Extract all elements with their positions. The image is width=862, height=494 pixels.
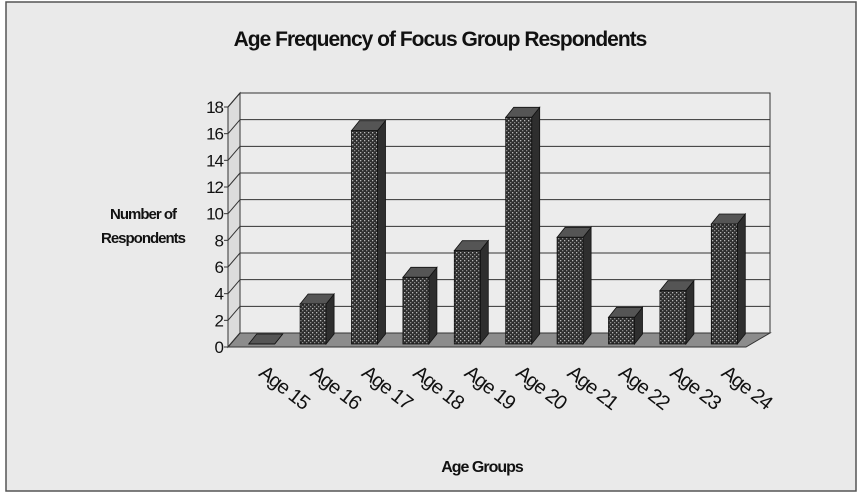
grid-line	[227, 172, 241, 188]
bar-side	[531, 106, 541, 346]
bar-side	[736, 212, 746, 346]
grid-line	[227, 92, 241, 108]
bar-front	[299, 303, 327, 345]
bar-front	[556, 236, 584, 345]
y-tick-label: 6	[215, 258, 224, 277]
chart-title: Age Frequency of Focus Group Respondents	[234, 28, 647, 51]
bar-front	[710, 223, 738, 345]
bar	[299, 292, 335, 346]
bar-side	[479, 239, 489, 346]
bar-front	[453, 250, 481, 345]
bar-side	[428, 266, 438, 346]
bar	[659, 279, 695, 346]
y-tick-label: 4	[215, 285, 224, 304]
bar-front	[505, 116, 533, 345]
bar-front	[608, 316, 635, 345]
bar	[402, 266, 438, 346]
bar-side	[377, 119, 386, 346]
bar-front	[659, 290, 687, 345]
y-tick-label: 18	[206, 98, 223, 117]
bar	[247, 333, 284, 345]
bar-front	[351, 130, 378, 345]
grid-line	[227, 279, 241, 294]
grid-line	[227, 146, 241, 161]
y-tick-label: 14	[206, 151, 223, 170]
y-tick-label: 0	[215, 338, 224, 357]
bar	[504, 106, 541, 346]
bar-side	[582, 226, 592, 346]
y-tick-label: 16	[206, 125, 223, 144]
bar	[710, 212, 747, 346]
y-tick-label: 12	[206, 178, 223, 197]
grid-line	[227, 119, 241, 134]
bar	[350, 119, 387, 346]
bar	[556, 226, 592, 346]
grid-line	[227, 226, 241, 241]
bar	[607, 306, 644, 346]
grid-line	[227, 306, 241, 321]
grid-line	[227, 332, 241, 348]
bar-side	[685, 279, 695, 346]
grid-line	[227, 199, 241, 214]
y-tick-label: 10	[206, 205, 223, 224]
x-axis-title: Age Groups	[441, 459, 524, 476]
y-tick-label: 2	[215, 311, 224, 330]
bar	[453, 239, 490, 346]
grid-line	[227, 252, 241, 268]
y-tick-label: 8	[215, 231, 224, 250]
y-axis-title: Number of Respondents	[100, 206, 186, 247]
bar-front	[402, 276, 430, 345]
